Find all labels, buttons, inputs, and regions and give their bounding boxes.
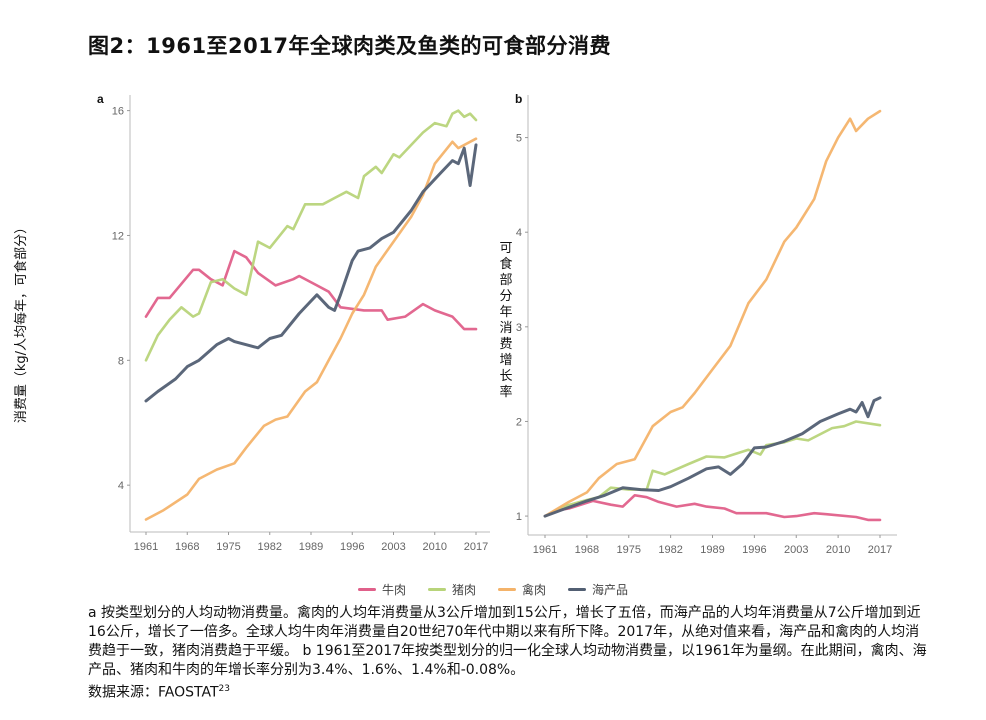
y-tick-label: 1 xyxy=(516,511,522,523)
legend-item-seafood: 海产品 xyxy=(568,581,628,598)
x-tick-label: 2003 xyxy=(381,541,405,553)
x-tick-label: 1996 xyxy=(742,544,766,556)
x-tick-label: 1975 xyxy=(617,544,641,556)
legend-swatch xyxy=(357,588,376,591)
legend-label: 猪肉 xyxy=(451,583,476,597)
source-ref: 23 xyxy=(218,684,230,694)
legend-label: 海产品 xyxy=(592,583,629,597)
series-line-猪肉 xyxy=(144,109,478,362)
legend-label: 禽肉 xyxy=(522,583,547,597)
panel-label: a xyxy=(97,92,104,106)
caption-text: a 按类型划分的人均动物消费量。禽肉的人均年消费量从3公斤增加到15公斤，增长了… xyxy=(88,605,927,678)
legend-swatch xyxy=(427,588,446,591)
series-line-猪肉 xyxy=(543,420,882,518)
x-tick-label: 2017 xyxy=(868,544,892,556)
x-tick-label: 2010 xyxy=(423,541,447,553)
y-tick-label: 3 xyxy=(516,322,522,334)
figure-title: 图2：1961至2017年全球肉类及鱼类的可食部分消费 xyxy=(88,34,612,58)
x-tick-label: 2010 xyxy=(826,544,850,556)
legend-item-poultry: 禽肉 xyxy=(498,581,546,598)
x-tick-label: 1989 xyxy=(700,544,724,556)
y-axis-label-a: 消费量（kg/人均每年，可食部分） xyxy=(14,220,29,424)
series-line-牛肉 xyxy=(543,493,882,522)
caption-source: 数据来源：FAOSTAT23 xyxy=(88,680,928,703)
y-axis-label-b: 可食部分年消费增长率 xyxy=(499,241,512,400)
figure-caption: a 按类型划分的人均动物消费量。禽肉的人均年消费量从3公斤增加到15公斤，增长了… xyxy=(88,604,928,703)
legend-item-beef: 牛肉 xyxy=(357,581,406,598)
x-tick-label: 1989 xyxy=(299,541,323,553)
legend-item-pork: 猪肉 xyxy=(427,581,476,598)
x-tick-label: 1968 xyxy=(175,541,199,553)
x-tick-label: 1968 xyxy=(575,544,599,556)
x-tick-label: 1982 xyxy=(258,541,282,553)
y-tick-label: 4 xyxy=(118,480,124,492)
legend: 牛肉 猪肉 禽肉 海产品 xyxy=(0,581,986,598)
y-tick-label: 5 xyxy=(516,133,522,145)
x-tick-label: 1975 xyxy=(216,541,240,553)
x-tick-label: 1996 xyxy=(340,541,364,553)
x-tick-label: 2003 xyxy=(784,544,808,556)
series-line-禽肉 xyxy=(144,137,478,521)
series-line-禽肉 xyxy=(543,109,882,518)
y-tick-label: 12 xyxy=(112,230,124,242)
y-tick-label: 2 xyxy=(516,416,522,428)
x-tick-label: 1961 xyxy=(134,541,158,553)
legend-swatch xyxy=(498,588,516,591)
legend-label: 牛肉 xyxy=(381,583,406,597)
series-line-牛肉 xyxy=(144,249,478,331)
y-tick-label: 4 xyxy=(516,227,522,239)
series-line-海产品 xyxy=(144,143,478,403)
x-tick-label: 1982 xyxy=(658,544,682,556)
panel-label: b xyxy=(515,92,522,106)
y-tick-label: 8 xyxy=(118,355,124,367)
legend-swatch xyxy=(568,588,587,591)
source-text: 数据来源：FAOSTAT xyxy=(88,684,219,701)
y-tick-label: 16 xyxy=(112,106,124,118)
x-tick-label: 1961 xyxy=(533,544,557,556)
series-line-海产品 xyxy=(543,396,882,518)
x-tick-label: 2017 xyxy=(464,541,488,553)
